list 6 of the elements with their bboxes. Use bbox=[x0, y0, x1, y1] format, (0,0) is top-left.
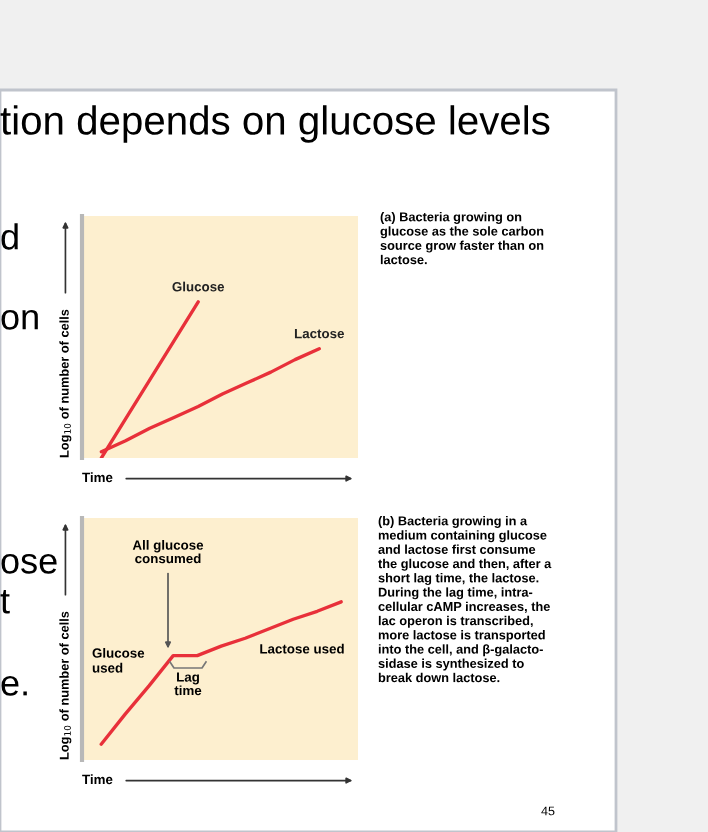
chart-title: tion depends on glucose levels bbox=[0, 105, 550, 143]
text: d bbox=[1, 223, 18, 250]
text: t bbox=[0, 589, 10, 614]
text: ose bbox=[1, 553, 57, 574]
text: on bbox=[1, 309, 38, 330]
text: e. bbox=[1, 675, 27, 696]
